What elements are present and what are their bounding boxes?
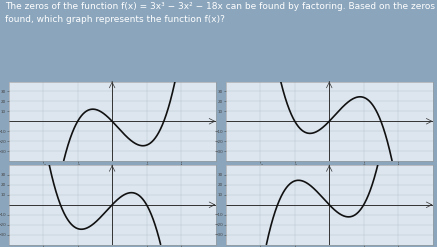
Text: The zeros of the function f(x) = 3x³ − 3x² − 18x can be found by factoring. Base: The zeros of the function f(x) = 3x³ − 3…: [5, 2, 435, 24]
